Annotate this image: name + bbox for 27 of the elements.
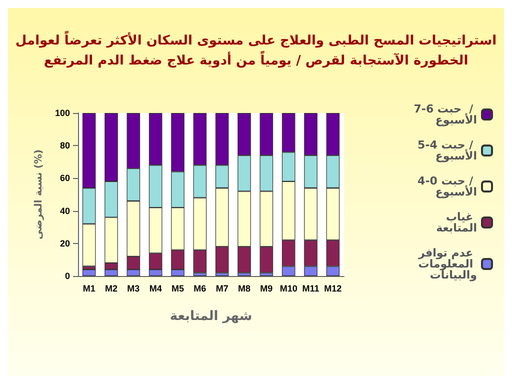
chart-title: استراتيجيات المسح الطبى والعلاج على مستوى السكان الأكثر تعرضاً لعوامل الخطورة الآستجابة لقرص / يومياً من أدوية علاج ضغط الدم المرتفع xyxy=(15,30,497,68)
y-tick-label: 40 xyxy=(60,206,70,216)
x-tick-label: M10 xyxy=(280,284,298,294)
y-tick-label: 20 xyxy=(60,238,70,248)
x-tick-label: M11 xyxy=(302,284,320,294)
x-axis-title: شهر المتابعة xyxy=(170,309,252,324)
y-axis-title: نسبة المرضى (%) xyxy=(34,149,45,240)
legend-label: عدم توافر المعلومات والبيانات xyxy=(418,246,478,282)
legend-label: 7-6 حبت / الأسبوع xyxy=(414,102,477,126)
x-tick-label: M9 xyxy=(260,284,273,294)
x-tick-label: M8 xyxy=(238,284,251,294)
y-tick-label: 100 xyxy=(54,108,70,118)
x-tick-label: M6 xyxy=(194,284,206,294)
x-tick-label: M2 xyxy=(104,284,118,294)
legend-label: غياب المتابعة xyxy=(436,210,477,234)
legend-label: 5-4 حبت / الأسبوع xyxy=(418,138,477,162)
y-tick-label: 0 xyxy=(64,271,70,281)
x-tick-label: M4 xyxy=(149,284,162,294)
x-tick-label: M3 xyxy=(127,284,140,294)
bar xyxy=(82,269,96,276)
legend-label: 4-0 حبت / الأسبوع xyxy=(418,174,477,198)
y-tick-label: 80 xyxy=(60,140,70,151)
x-tick-label: M12 xyxy=(324,284,342,294)
y-tick-label: 60 xyxy=(60,173,70,184)
x-tick-label: M5 xyxy=(171,284,184,294)
x-tick-label: M7 xyxy=(216,284,228,294)
x-tick-label: M1 xyxy=(82,284,96,294)
